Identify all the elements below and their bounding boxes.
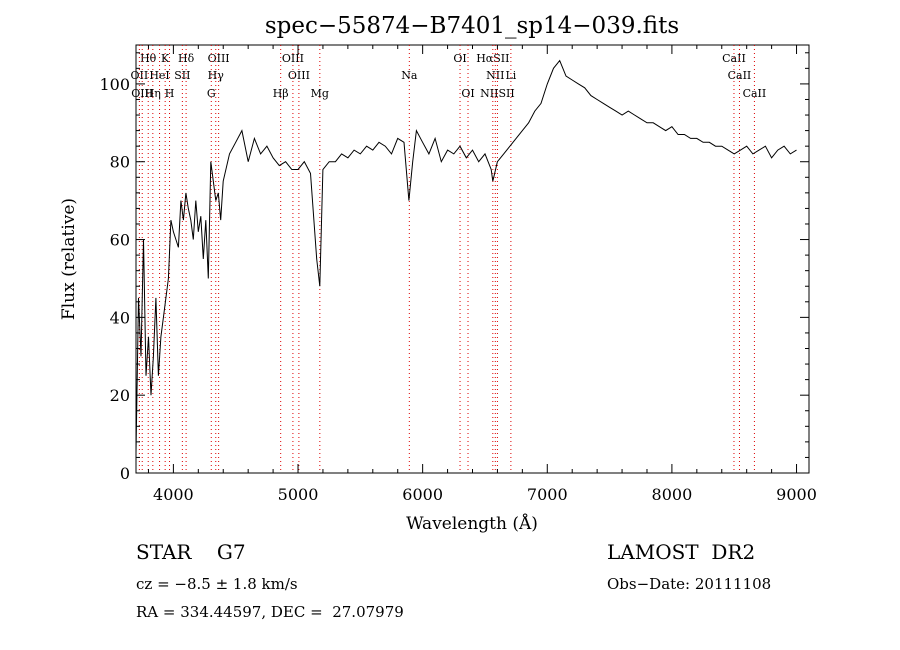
x-tick-label: 9000 xyxy=(776,485,817,504)
y-tick-label: 100 xyxy=(99,75,130,94)
marker-label: NII xyxy=(486,69,504,82)
marker-label: OI xyxy=(461,87,474,100)
marker-label: CaII xyxy=(728,69,752,82)
y-tick-label: 80 xyxy=(110,153,130,172)
marker-label: G xyxy=(207,87,216,100)
y-axis-label: Flux (relative) xyxy=(59,198,79,320)
plot-frame xyxy=(135,44,810,474)
survey-label: LAMOST DR2 xyxy=(607,540,756,564)
object-label: STAR G7 xyxy=(136,540,246,564)
coordinates-label: RA = 334.44597, DEC = 27.07979 xyxy=(136,603,404,621)
y-tick-label: 60 xyxy=(110,231,130,250)
y-tick-label: 0 xyxy=(120,464,130,483)
chart-title: spec−55874−B7401_sp14−039.fits xyxy=(265,13,679,39)
marker-label: OIII xyxy=(208,52,230,65)
x-tick-label: 6000 xyxy=(402,485,443,504)
marker-label: Hδ xyxy=(178,52,195,65)
marker-label: OIII xyxy=(282,52,304,65)
redshift-label: cz = −8.5 ± 1.8 km/s xyxy=(136,575,298,593)
marker-label: NIISII xyxy=(480,87,515,100)
x-tick-label: 5000 xyxy=(278,485,319,504)
x-tick-label: 4000 xyxy=(153,485,194,504)
marker-label: HeI xyxy=(149,69,169,82)
x-axis-label: Wavelength (Å) xyxy=(406,513,538,534)
x-tick-label: 8000 xyxy=(652,485,693,504)
y-tick-label: 40 xyxy=(110,308,130,327)
marker-label: Hγ xyxy=(208,69,225,82)
marker-label: Li xyxy=(505,69,516,82)
marker-label: CaII xyxy=(743,87,767,100)
x-tick-label: 7000 xyxy=(527,485,568,504)
marker-label: Hη xyxy=(145,87,161,100)
axis-ticks: 4000 5000 6000 7000 8000 9000 0 20 40 60 80 100 xyxy=(99,45,817,504)
marker-label: OIII xyxy=(131,87,153,100)
marker-label: OIII xyxy=(288,69,310,82)
marker-label: Na xyxy=(401,69,418,82)
marker-label: H xyxy=(165,87,175,100)
y-tick-label: 20 xyxy=(110,386,130,405)
marker-label: CaII xyxy=(722,52,746,65)
spectrum-line xyxy=(135,59,797,454)
marker-label: SII xyxy=(174,69,190,82)
marker-label: K xyxy=(161,52,170,65)
marker-label: Mg xyxy=(311,87,329,100)
obs-date-label: Obs−Date: 20111108 xyxy=(607,575,772,593)
marker-label: Hβ xyxy=(273,87,289,100)
marker-label: HαSII xyxy=(476,52,509,65)
marker-label: OI xyxy=(453,52,466,65)
marker-label: OII xyxy=(131,69,149,82)
